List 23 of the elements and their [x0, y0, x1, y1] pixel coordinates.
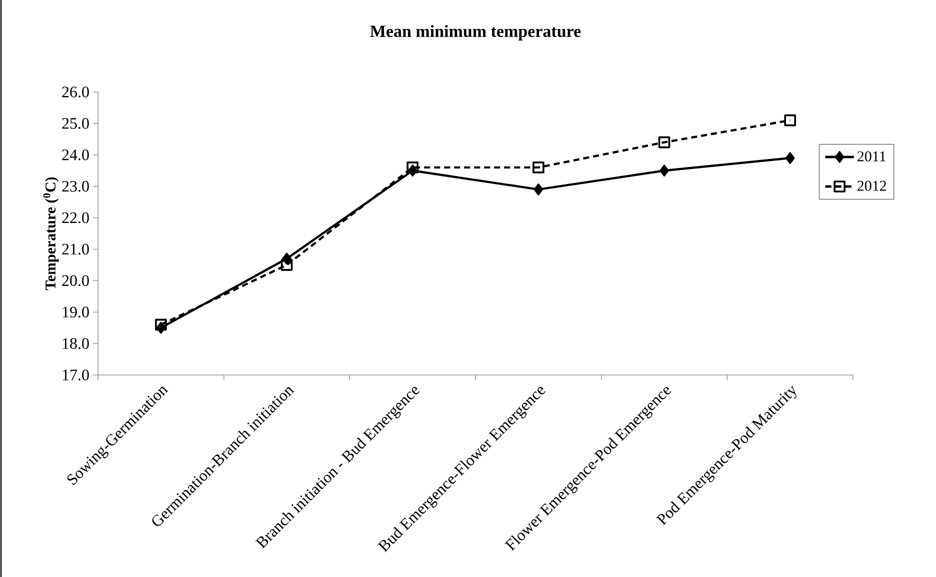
point: [280, 259, 293, 271]
y-tick-label: 21.0: [62, 244, 89, 255]
y-tick-label: 19.0: [62, 306, 89, 318]
y-tick-label: 18.0: [62, 338, 89, 349]
point: [534, 184, 544, 196]
y-tick-label: 20.0: [62, 275, 89, 286]
y-tick-label: 22.0: [62, 212, 89, 224]
point: [658, 136, 670, 148]
y-tick-label: 23.0: [62, 180, 89, 192]
y-tick-label: 17.0: [62, 370, 89, 380]
y-tick-label: 25.0: [62, 118, 89, 129]
point: [784, 114, 796, 126]
legend-label: 2012: [858, 180, 886, 191]
point: [660, 164, 669, 177]
y-axis-title: Temperature ($^{0}$C): [43, 177, 59, 290]
chart-title: Mean minimum temperature: [370, 25, 581, 40]
y-tick-label: 24.0: [62, 149, 89, 160]
y-tick-label: 26.0: [62, 86, 89, 98]
point: [785, 152, 795, 164]
point: [532, 162, 544, 174]
point: [406, 162, 418, 174]
legend-label: 2011: [858, 151, 886, 162]
point: [155, 318, 167, 331]
